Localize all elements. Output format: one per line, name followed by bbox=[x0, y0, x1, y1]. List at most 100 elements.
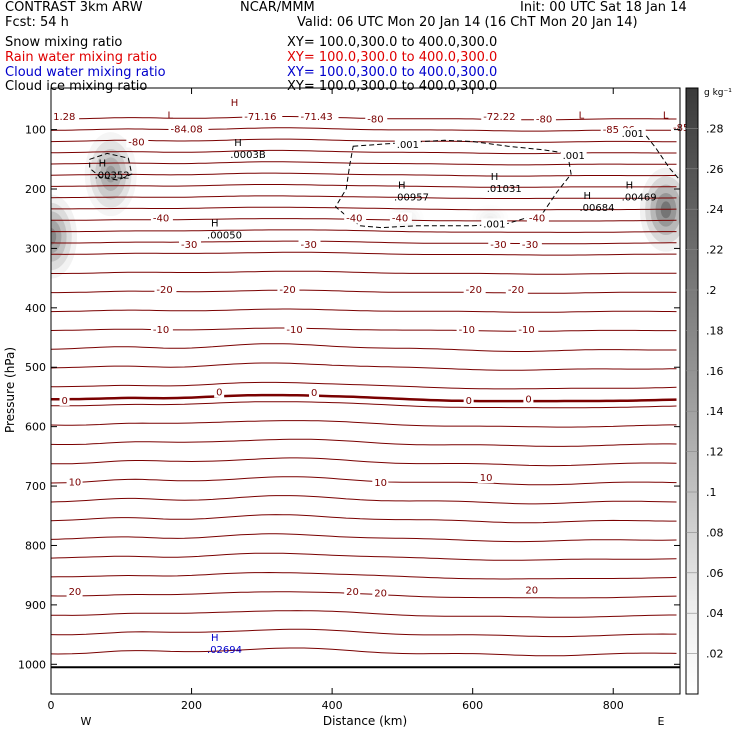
y-tick-label: 600 bbox=[25, 421, 46, 434]
colorbar-tick-label: .12 bbox=[706, 446, 724, 459]
colorbar-tick-label: .08 bbox=[706, 526, 724, 539]
isotherm-line bbox=[51, 571, 677, 580]
y-tick-label: 100 bbox=[25, 124, 46, 137]
contour-label-bg bbox=[533, 113, 556, 125]
extremum-high-marker: H bbox=[584, 191, 592, 202]
contour-label: -20 bbox=[508, 285, 524, 296]
isotherm-line bbox=[51, 308, 677, 313]
extremum-value: .00050 bbox=[207, 230, 242, 241]
x-end-label-east: E bbox=[658, 715, 665, 728]
ice-label-bg bbox=[394, 138, 421, 150]
isotherm-line bbox=[51, 116, 677, 121]
extremum-high-marker: H bbox=[231, 98, 239, 109]
field-name-snow: Snow mixing ratio bbox=[5, 35, 123, 50]
contour-label: 20 bbox=[525, 585, 538, 596]
extremum-value: .02694 bbox=[207, 645, 242, 656]
extremum-value: .00352 bbox=[95, 170, 130, 181]
contour-label: -30 bbox=[522, 240, 538, 251]
isotherm-line bbox=[51, 343, 677, 352]
center-title: NCAR/MMM bbox=[240, 0, 315, 15]
colorbar bbox=[685, 87, 699, 695]
contour-label: -30 bbox=[181, 240, 197, 251]
isotherm-line bbox=[51, 514, 677, 524]
contour-label-bg bbox=[389, 212, 412, 224]
contour-label-bg bbox=[516, 324, 539, 336]
contour-label-bg bbox=[526, 212, 549, 224]
field-xy-cloud-water: XY= 100.0,300.0 to 400.0,300.0 bbox=[287, 65, 498, 80]
extremum-high-marker: H bbox=[491, 172, 499, 183]
colorbar-tick-label: .22 bbox=[706, 244, 724, 257]
contour-label: 10 bbox=[374, 478, 387, 489]
snow-shading bbox=[660, 201, 672, 219]
isotherm-line bbox=[51, 184, 677, 188]
contour-label: 0 bbox=[216, 388, 222, 399]
contour-label-bg bbox=[154, 283, 177, 295]
contour-label: 10 bbox=[480, 473, 493, 484]
isotherm-line bbox=[51, 420, 677, 428]
contour-label-bg bbox=[59, 394, 70, 406]
contour-label: 20 bbox=[374, 588, 387, 599]
isotherm-zero bbox=[51, 393, 677, 403]
contour-label-bg bbox=[344, 212, 367, 224]
contour-label: 20 bbox=[69, 587, 82, 598]
init-time: Init: 00 UTC Sat 18 Jan 14 bbox=[520, 0, 687, 15]
contour-label: -40 bbox=[346, 213, 362, 224]
colorbar-tick-label: .18 bbox=[706, 324, 724, 337]
extremum-high-marker: H bbox=[211, 218, 219, 229]
contour-label: -40 bbox=[529, 213, 545, 224]
contour-label: -10 bbox=[459, 325, 475, 336]
colorbar-tick-label: .06 bbox=[706, 567, 724, 580]
contour-label: -80 bbox=[367, 114, 383, 125]
isotherm-line bbox=[51, 127, 677, 132]
y-axis-title: Pressure (hPa) bbox=[3, 347, 17, 433]
isotherm-line bbox=[51, 195, 677, 199]
contour-label: -71.16 bbox=[244, 112, 276, 123]
isotherm-line bbox=[51, 381, 677, 390]
contour-label-bg bbox=[505, 283, 528, 295]
isotherm-line bbox=[51, 457, 677, 467]
isotherm-line bbox=[51, 362, 677, 371]
extremum-low-marker: L bbox=[167, 110, 173, 121]
x-tick-label: 0 bbox=[48, 699, 55, 712]
colorbar-tick-label: .28 bbox=[706, 122, 724, 135]
y-tick-label: 800 bbox=[25, 539, 46, 552]
isotherm-line bbox=[51, 138, 677, 143]
colorbar-tick-label: .26 bbox=[706, 163, 724, 176]
field-name-rain: Rain water mixing ratio bbox=[5, 50, 158, 65]
isotherm-line bbox=[51, 327, 677, 332]
ice-label-bg bbox=[560, 150, 587, 162]
cloud-ice-contour bbox=[89, 129, 680, 229]
isotherm-line bbox=[51, 610, 677, 618]
contour-label: 20 bbox=[346, 587, 359, 598]
extremum-high-marker: H bbox=[234, 138, 242, 149]
plot-frame bbox=[50, 87, 681, 695]
y-tick-label: 1000 bbox=[18, 658, 46, 671]
contour-label: -80 bbox=[128, 137, 144, 148]
y-tick-label: 700 bbox=[25, 480, 46, 493]
contour-label-bg bbox=[477, 472, 494, 484]
isotherm-line bbox=[51, 270, 677, 275]
field-name-cloud-water: Cloud water mixing ratio bbox=[5, 65, 166, 80]
y-tick-label: 300 bbox=[25, 242, 46, 255]
contour-label-bg bbox=[456, 324, 479, 336]
isotherm-line bbox=[51, 161, 677, 166]
contour-label-bg bbox=[66, 476, 83, 488]
snow-shading bbox=[51, 228, 57, 245]
contour-label-bg bbox=[150, 324, 173, 336]
isotherm-line bbox=[51, 240, 677, 245]
ice-label-bg bbox=[481, 218, 508, 230]
isotherm-line bbox=[51, 591, 677, 599]
contour-label-bg bbox=[523, 584, 540, 596]
colorbar-tick-label: .1 bbox=[706, 486, 717, 499]
ice-contour-label: .001 bbox=[483, 219, 505, 230]
contour-label-bg bbox=[298, 110, 339, 122]
isotherm-line bbox=[51, 229, 677, 233]
extremum-low-marker: L bbox=[579, 110, 585, 121]
contour-labels: -80 -80 -80 -40 -40 -40 -40 -30 -30 -30 -30 -20 -20 -… bbox=[51, 98, 693, 656]
isotherm-line bbox=[51, 289, 677, 294]
extremum-low-marker: L bbox=[663, 110, 669, 121]
contour-label: 10 bbox=[69, 477, 82, 488]
contour-label: -71.43 bbox=[300, 112, 332, 123]
contour-label: 0 bbox=[62, 396, 68, 407]
